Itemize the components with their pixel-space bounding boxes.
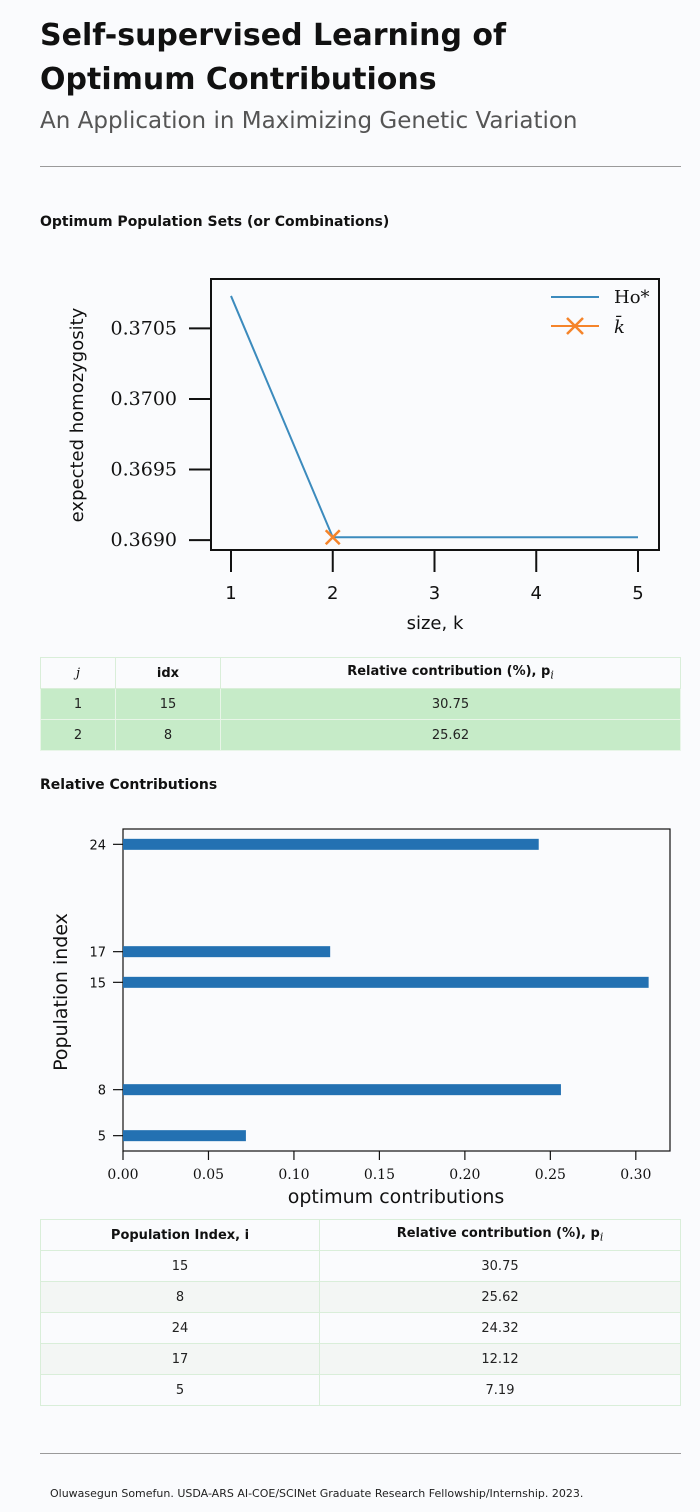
- table-cell: 5: [40, 1374, 320, 1406]
- y-tick-label: 15: [89, 976, 106, 991]
- col-header-idx: idx: [115, 657, 221, 689]
- table-cell: 30.75: [319, 1250, 681, 1282]
- x-tick-label: 0.00: [107, 1167, 138, 1183]
- x-tick-label: 2: [327, 583, 338, 604]
- x-tick-label: 0.10: [278, 1167, 309, 1183]
- table-cell: 30.75: [220, 688, 681, 720]
- y-tick-label: 0.3705: [111, 317, 177, 339]
- plot-frame: [210, 278, 660, 551]
- y-tick-label: 5: [98, 1130, 106, 1145]
- bar-population-17: [123, 946, 331, 958]
- bar-population-15: [123, 976, 649, 988]
- table-cell: 15: [115, 688, 221, 720]
- x-tick-label: 0.05: [193, 1167, 224, 1183]
- col-header-j: j: [40, 657, 116, 689]
- top-divider: [40, 166, 681, 167]
- table-cell: 8: [40, 1281, 320, 1313]
- col-header-subscript: i: [550, 668, 554, 682]
- y-tick-label: 8: [98, 1084, 106, 1099]
- table-row: 15 30.75: [40, 1250, 681, 1282]
- bar-population-5: [123, 1130, 246, 1142]
- table-header-row: Population Index, i Relative contributio…: [40, 1219, 681, 1251]
- table-cell: 2: [40, 719, 116, 751]
- homozygosity-line-chart: 0.3690 0.3695 0.3700 0.3705 1 2 3 4 5 Ho* k̄ ex…: [67, 278, 660, 634]
- col-header-subscript: i: [599, 1230, 604, 1244]
- y-tick-label: 0.3695: [111, 459, 177, 481]
- table-row: 17 12.12: [40, 1343, 681, 1375]
- ho-star-series-line: [230, 295, 638, 539]
- table-row: 1 15 30.75: [40, 688, 681, 720]
- table-row: 2 8 25.62: [40, 719, 681, 751]
- optimum-sets-table: j idx Relative contribution (%), pi 1 15…: [40, 657, 681, 751]
- kbar-marker: [324, 529, 341, 546]
- table-cell: 17: [40, 1343, 320, 1375]
- table-cell: 24.32: [319, 1312, 681, 1344]
- table-cell: 12.12: [319, 1343, 681, 1375]
- legend-ho-star-label: Ho*: [614, 287, 650, 308]
- plot-frame: [122, 828, 671, 1152]
- table-header-row: j idx Relative contribution (%), pi: [40, 657, 681, 689]
- bar-population-24: [123, 838, 539, 850]
- table-cell: 24: [40, 1312, 320, 1344]
- table-row: 5 7.19: [40, 1374, 681, 1406]
- legend-kbar-marker: [566, 317, 584, 335]
- x-tick-label: 0.15: [364, 1167, 395, 1183]
- x-axis-label: optimum contributions: [288, 1186, 505, 1208]
- page-title: Self-supervised Learning of Optimum Cont…: [40, 18, 507, 97]
- col-header-population-index: Population Index, i: [40, 1219, 320, 1251]
- y-tick-label: 24: [89, 838, 106, 853]
- col-header-contribution: Relative contribution (%), pi: [319, 1219, 681, 1251]
- col-header-contribution-text: Relative contribution (%), p: [347, 664, 551, 680]
- x-tick-label: 3: [429, 583, 440, 604]
- footer-credit: Oluwasegun Somefun. USDA-ARS AI-COE/SCIN…: [50, 1487, 584, 1500]
- table-cell: 7.19: [319, 1374, 681, 1406]
- x-tick-label: 0.20: [449, 1167, 480, 1183]
- y-axis-label: Population index: [50, 913, 72, 1071]
- legend-kbar-label: k̄: [614, 314, 625, 338]
- y-tick-label: 17: [89, 946, 106, 961]
- y-tick-label: 0.3690: [111, 529, 177, 551]
- y-axis-label: expected homozygosity: [67, 307, 88, 522]
- table-cell: 8: [115, 719, 221, 751]
- y-tick-label: 0.3700: [111, 388, 177, 410]
- x-tick-label: 1: [225, 583, 236, 604]
- x-tick-label: 0.30: [620, 1167, 651, 1183]
- contributions-bar-chart: 24 17 15 8 5 0.00 0.05 0.10 0.15 0.20 0.25 0.30 Po…: [50, 828, 671, 1208]
- section-title-sets: Optimum Population Sets (or Combinations…: [40, 214, 390, 230]
- col-header-population-index-text: Population Index, i: [110, 1227, 250, 1243]
- x-tick-label: 5: [632, 583, 643, 604]
- relative-contributions-table: Population Index, i Relative contributio…: [40, 1219, 681, 1406]
- bottom-divider: [40, 1453, 681, 1454]
- x-tick-label: 0.25: [535, 1167, 566, 1183]
- section-title-contributions: Relative Contributions: [40, 777, 218, 793]
- table-cell: 25.62: [319, 1281, 681, 1313]
- page-subtitle: An Application in Maximizing Genetic Var…: [40, 108, 578, 134]
- table-row: 8 25.62: [40, 1281, 681, 1313]
- col-header-contribution: Relative contribution (%), pi: [220, 657, 681, 689]
- bar-population-8: [123, 1084, 561, 1096]
- col-header-contribution-text: Relative contribution (%), p: [396, 1226, 600, 1242]
- table-cell: 25.62: [220, 719, 681, 751]
- table-row: 24 24.32: [40, 1312, 681, 1344]
- x-tick-label: 4: [531, 583, 542, 604]
- x-axis-label: size, k: [407, 613, 464, 634]
- table-cell: 15: [40, 1250, 320, 1282]
